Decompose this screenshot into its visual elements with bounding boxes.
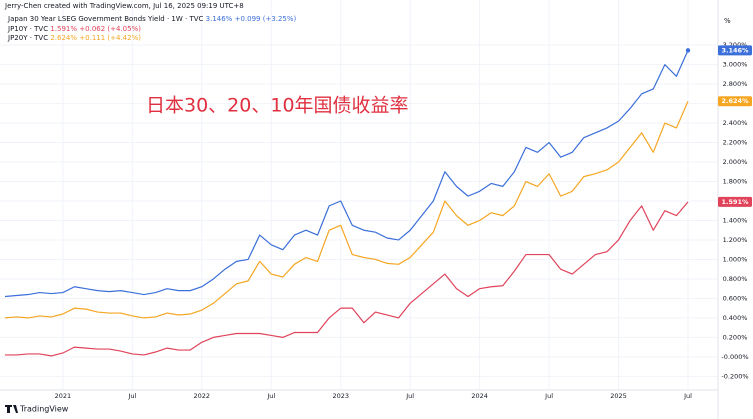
- x-tick-label: Jul: [683, 392, 692, 400]
- legend-name: JP10Y · TVC: [7, 25, 48, 33]
- legend-value: 3.146%: [206, 15, 233, 23]
- legend-change: +0.099 (+3.25%): [235, 15, 297, 23]
- footer: TradingView: [19, 405, 69, 414]
- legend-name: JP20Y · TVC: [7, 34, 48, 42]
- last-value-label: 2.624%: [721, 97, 749, 105]
- legend-name: Japan 30 Year LSEG Government Bonds Yiel…: [7, 15, 204, 23]
- legend-value: 2.624%: [50, 34, 77, 42]
- x-tick-label: 2025: [610, 392, 627, 400]
- y-tick-label: 2.200%: [723, 139, 748, 147]
- tv-logo: [5, 405, 18, 413]
- y-tick-label: 1.400%: [723, 216, 748, 224]
- legend-change: +0.062 (+4.05%): [79, 25, 141, 33]
- y-tick-label: 0.200%: [723, 333, 748, 341]
- legend-20y: JP20Y · TVC 2.624% +0.111 (+4.42%): [7, 34, 141, 42]
- x-tick-label: Jul: [405, 392, 414, 400]
- x-tick-label: 2022: [194, 392, 211, 400]
- y-tick-label: -0.000%: [721, 353, 748, 361]
- y-tick-label: 2.400%: [723, 119, 748, 127]
- y-tick-label: 0.600%: [723, 294, 748, 302]
- legend-value: 1.591%: [50, 25, 77, 33]
- legend-change: +0.111 (+4.42%): [79, 34, 141, 42]
- last-value-box: [718, 196, 752, 207]
- y-tick-label: 2.000%: [723, 158, 748, 166]
- y-tick-label: 1.200%: [723, 236, 748, 244]
- last-value-box: [718, 45, 752, 56]
- y-tick-label: 1.000%: [723, 255, 748, 263]
- x-tick-label: Jul: [266, 392, 275, 400]
- x-tick-label: Jul: [127, 392, 136, 400]
- last-value-label: 3.146%: [721, 46, 749, 54]
- x-tick-label: 2024: [471, 392, 488, 400]
- y-tick-label: 3.200%: [723, 41, 748, 49]
- series-line: [4, 50, 689, 298]
- y-tick-label: 3.000%: [723, 61, 748, 69]
- y-tick-label: 1.800%: [723, 178, 748, 186]
- series-line: [4, 101, 689, 319]
- legend-30y: Japan 30 Year LSEG Government Bonds Yiel…: [7, 15, 297, 23]
- unit-label: %: [724, 17, 731, 25]
- x-tick-label: 2023: [332, 392, 349, 400]
- x-tick-label: Jul: [544, 392, 553, 400]
- annotation: 日本30、20、10年国债收益率: [146, 95, 409, 117]
- last-value-box: [718, 96, 752, 107]
- y-tick-label: 0.800%: [723, 275, 748, 283]
- last-value-label: 1.591%: [721, 198, 749, 206]
- y-tick-label: 2.800%: [723, 80, 748, 88]
- legend-10y: JP10Y · TVC 1.591% +0.062 (+4.05%): [7, 25, 141, 33]
- y-tick-label: 0.400%: [723, 314, 748, 322]
- series-line: [5, 201, 689, 357]
- x-tick-label: 2021: [55, 392, 72, 400]
- y-tick-label: -0.200%: [721, 372, 748, 380]
- credit: Jerry-Chen created with TradingView.com,…: [4, 2, 244, 10]
- last-point: [685, 48, 691, 53]
- grid: [0, 0, 718, 390]
